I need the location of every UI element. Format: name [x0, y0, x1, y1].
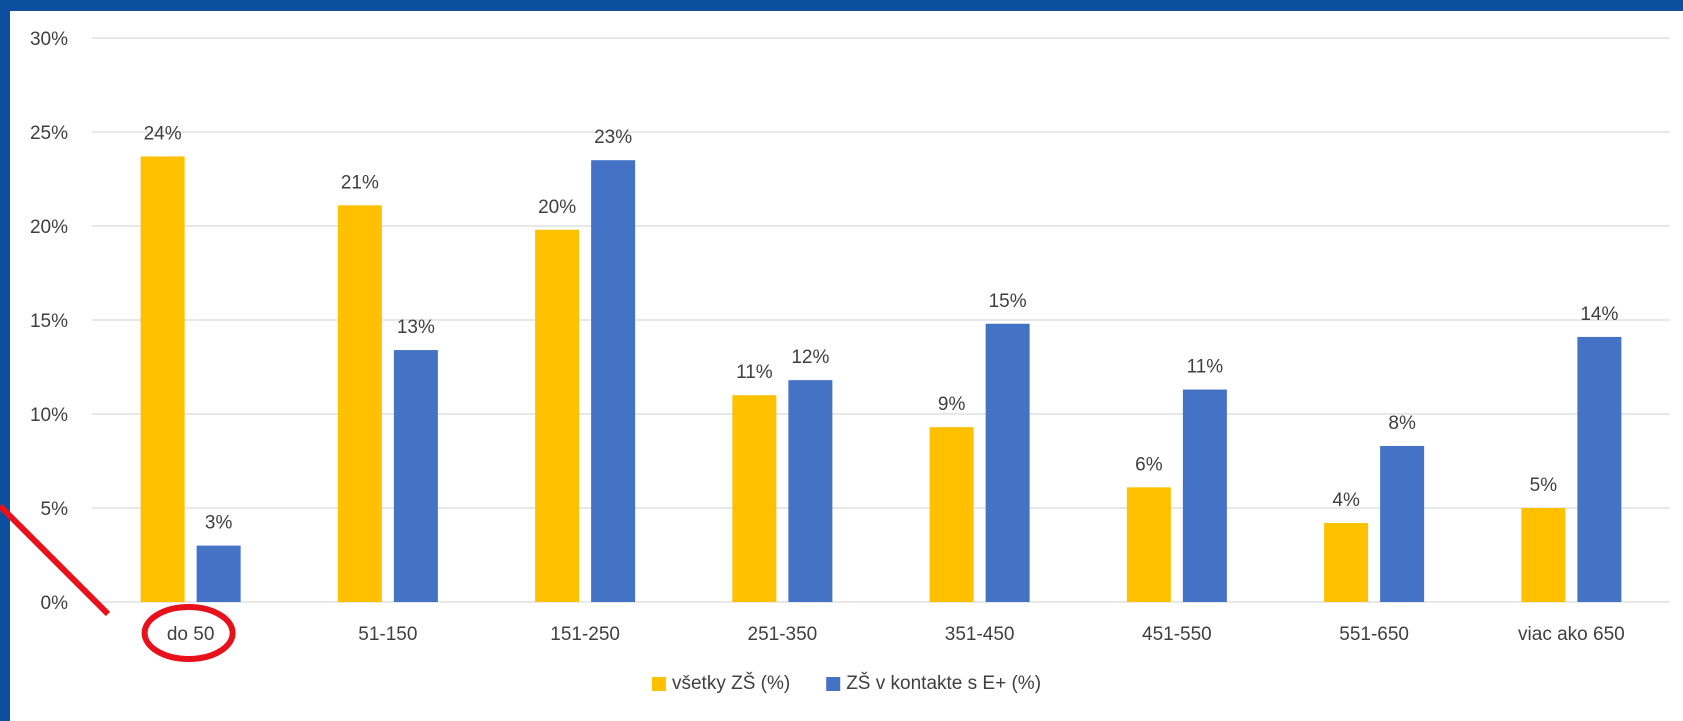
bar	[1126, 487, 1171, 602]
x-tick-label: do 50	[167, 624, 215, 645]
x-tick-label: 251-350	[748, 624, 818, 645]
data-label: 20%	[538, 197, 576, 218]
annotation-circle	[141, 604, 236, 662]
y-tick-label: 20%	[30, 217, 68, 238]
bar-layer	[140, 156, 1622, 602]
bar	[1182, 389, 1227, 602]
data-label: 5%	[1530, 475, 1558, 496]
data-label: 4%	[1332, 490, 1360, 511]
x-tick-label: 351-450	[945, 624, 1015, 645]
y-tick-label: 15%	[30, 311, 68, 332]
legend-swatch	[651, 677, 666, 691]
x-tick-label: 51-150	[358, 624, 417, 645]
annotation-layer	[0, 503, 236, 662]
x-tick-label: 551-650	[1339, 624, 1409, 645]
grid-layer	[92, 37, 1670, 603]
data-label: 15%	[989, 291, 1027, 312]
data-label: 13%	[397, 317, 435, 338]
bar	[732, 395, 777, 602]
legend-item: ZŠ v kontakte s E+ (%)	[826, 672, 1041, 694]
bar	[929, 427, 974, 602]
bar	[196, 545, 241, 602]
legend-label: všetky ZŠ (%)	[672, 672, 790, 694]
data-label: 14%	[1580, 304, 1618, 325]
x-tick-label: 451-550	[1142, 624, 1212, 645]
data-label: 11%	[736, 362, 773, 383]
data-label: 24%	[144, 123, 182, 144]
bar	[1324, 523, 1369, 602]
bar	[1521, 508, 1566, 602]
data-label: 9%	[938, 394, 966, 415]
data-label: 6%	[1135, 454, 1163, 475]
data-label: 3%	[205, 513, 233, 534]
bar	[1577, 336, 1622, 602]
bar	[1380, 445, 1425, 602]
data-label: 11%	[1187, 357, 1224, 378]
bar	[788, 380, 833, 602]
data-label: 12%	[791, 347, 829, 368]
y-tick-label: 30%	[30, 29, 68, 50]
label-layer: 0% 5% 10% 15% 20% 25% 30% 24% 3% do 50 21% 13% 51-15…	[30, 29, 1625, 645]
bar	[535, 229, 580, 602]
y-tick-label: 10%	[30, 405, 68, 426]
bar	[591, 160, 636, 602]
bar	[393, 350, 438, 602]
data-label: 23%	[594, 127, 632, 148]
bar	[985, 323, 1030, 602]
legend-swatch	[826, 677, 841, 691]
legend: všetky ZŠ (%) ZŠ v kontakte s E+ (%)	[651, 672, 1041, 694]
data-label: 21%	[341, 172, 379, 193]
x-tick-label: 151-250	[550, 624, 620, 645]
data-label: 8%	[1388, 413, 1416, 434]
x-tick-label: viac ako 650	[1518, 624, 1625, 645]
legend-label: ZŠ v kontakte s E+ (%)	[846, 672, 1041, 694]
annotation-pointer-line	[0, 503, 111, 617]
y-tick-label: 0%	[41, 593, 69, 614]
chart-frame	[10, 11, 1683, 721]
bar	[140, 156, 185, 602]
y-tick-label: 5%	[41, 499, 69, 520]
bar	[337, 205, 382, 602]
legend-item: všetky ZŠ (%)	[651, 672, 790, 694]
y-tick-label: 25%	[30, 123, 68, 144]
